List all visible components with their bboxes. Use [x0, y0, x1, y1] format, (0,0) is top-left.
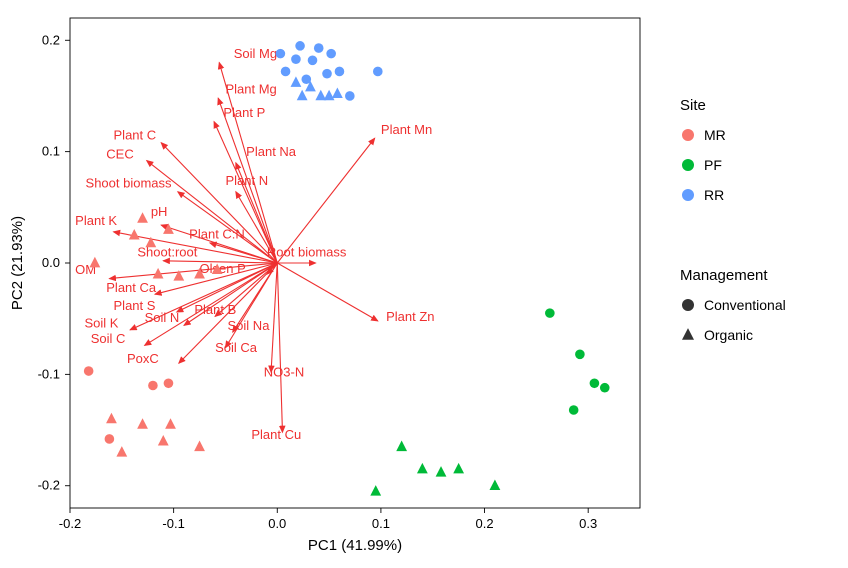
- loading-label: pH: [151, 204, 168, 219]
- loading-label: Plant Zn: [386, 309, 434, 324]
- legend: Site MR PF RR Management Conventional Organic: [680, 97, 786, 343]
- score-point: [373, 67, 383, 77]
- legend-label: PF: [704, 157, 722, 173]
- legend-swatch: [682, 189, 694, 201]
- score-point: [314, 43, 324, 53]
- score-point: [590, 378, 600, 388]
- legend-swatch: [682, 328, 694, 340]
- score-point: [345, 91, 355, 101]
- score-point: [281, 67, 291, 77]
- score-point: [575, 350, 585, 360]
- pca-biplot: -0.2 -0.1 0.0 0.1 0.2 0.3 -0.2 -0.1 0.0 0.1 0.2 PC1…: [0, 0, 848, 568]
- loading-label: Soil Ca: [215, 340, 258, 355]
- score-point: [326, 49, 336, 59]
- loading-label: Root biomass: [267, 244, 347, 259]
- x-tick-label: -0.1: [162, 516, 184, 531]
- legend-swatch: [682, 299, 694, 311]
- loading-label: Soil N: [145, 310, 180, 325]
- score-point: [291, 54, 301, 64]
- x-axis-label: PC1 (41.99%): [308, 537, 402, 554]
- y-tick-label: -0.1: [38, 366, 60, 381]
- loading-label: Soil Mg: [234, 46, 277, 61]
- loading-label: Soil C: [91, 331, 126, 346]
- y-tick-label: 0.1: [42, 144, 60, 159]
- y-tick-label: 0.0: [42, 255, 60, 270]
- loading-label: Plant Mn: [381, 122, 432, 137]
- loading-label: Plant N: [225, 173, 268, 188]
- score-point: [335, 67, 345, 77]
- loading-label: NO3-N: [264, 365, 304, 380]
- score-point: [148, 381, 158, 391]
- loading-label: Plant Ca: [106, 280, 157, 295]
- x-tick-label: 0.3: [579, 516, 597, 531]
- loading-label: Plant Na: [246, 144, 297, 159]
- legend-label: Conventional: [704, 297, 786, 313]
- loading-label: Plant K: [75, 213, 117, 228]
- legend-title-management: Management: [680, 267, 768, 284]
- loading-label: Plant P: [223, 105, 265, 120]
- loading-label: Plant C:N: [189, 227, 245, 242]
- score-point: [322, 69, 332, 79]
- loading-label: Olsen P: [200, 261, 246, 276]
- score-point: [276, 49, 286, 59]
- y-tick-label: 0.2: [42, 32, 60, 47]
- legend-swatch: [682, 129, 694, 141]
- score-point: [600, 383, 610, 393]
- loading-label: Soil K: [85, 316, 119, 331]
- legend-label: Organic: [704, 327, 753, 343]
- score-point: [105, 434, 115, 444]
- x-tick-label: 0.1: [372, 516, 390, 531]
- score-point: [295, 41, 305, 51]
- loading-label: Plant Cu: [251, 427, 301, 442]
- y-tick-label: -0.2: [38, 478, 60, 493]
- legend-swatch: [682, 159, 694, 171]
- x-tick-label: -0.2: [59, 516, 81, 531]
- score-point: [569, 405, 579, 415]
- legend-title-site: Site: [680, 97, 706, 114]
- loading-label: Plant Mg: [225, 82, 276, 97]
- x-tick-label: 0.0: [268, 516, 286, 531]
- score-point: [545, 308, 555, 318]
- loading-label: CEC: [106, 146, 133, 161]
- legend-label: RR: [704, 187, 724, 203]
- loading-label: Soil Na: [228, 318, 271, 333]
- legend-label: MR: [704, 127, 726, 143]
- loading-label: PoxC: [127, 351, 159, 366]
- y-axis-label: PC2 (21.93%): [9, 216, 26, 310]
- x-tick-label: 0.2: [476, 516, 494, 531]
- score-point: [164, 378, 174, 388]
- loading-label: Shoot biomass: [86, 175, 172, 190]
- score-point: [308, 56, 318, 66]
- score-point: [84, 366, 94, 376]
- loading-label: Plant C: [114, 127, 157, 142]
